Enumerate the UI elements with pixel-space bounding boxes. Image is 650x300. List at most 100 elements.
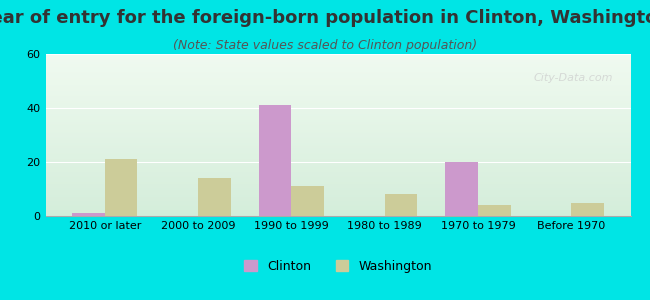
Bar — [46, 109, 630, 111]
Bar — [46, 62, 630, 64]
Bar — [46, 103, 630, 104]
Bar — [46, 164, 630, 166]
Bar — [46, 158, 630, 159]
Bar — [46, 112, 630, 114]
Bar — [385, 194, 417, 216]
Bar — [46, 120, 630, 122]
Bar — [46, 57, 630, 59]
Bar — [46, 205, 630, 206]
Bar — [46, 145, 630, 146]
Bar — [571, 202, 604, 216]
Bar — [46, 195, 630, 196]
Bar — [46, 127, 630, 128]
Bar — [46, 56, 630, 57]
Bar — [46, 169, 630, 171]
Legend: Clinton, Washington: Clinton, Washington — [239, 255, 437, 278]
Bar — [46, 146, 630, 148]
Bar — [46, 201, 630, 203]
Bar — [46, 88, 630, 90]
Bar — [46, 132, 630, 134]
Bar — [46, 203, 630, 205]
Bar — [46, 77, 630, 78]
Bar — [46, 140, 630, 142]
Bar — [46, 153, 630, 154]
Bar — [46, 161, 630, 163]
Bar — [46, 106, 630, 107]
Bar — [46, 93, 630, 94]
Bar — [46, 107, 630, 109]
Bar — [46, 124, 630, 125]
Bar — [46, 111, 630, 112]
Bar — [46, 122, 630, 124]
Bar — [46, 180, 630, 182]
Bar — [46, 85, 630, 86]
Bar — [46, 134, 630, 135]
Text: Year of entry for the foreign-born population in Clinton, Washington: Year of entry for the foreign-born popul… — [0, 9, 650, 27]
Bar — [46, 65, 630, 67]
Bar — [291, 186, 324, 216]
Bar — [46, 135, 630, 136]
Bar — [46, 90, 630, 91]
Bar — [46, 190, 630, 192]
Bar — [46, 184, 630, 185]
Bar — [46, 156, 630, 158]
Bar — [46, 167, 630, 169]
Bar — [46, 69, 630, 70]
Bar — [46, 117, 630, 119]
Bar — [198, 178, 231, 216]
Bar — [46, 138, 630, 140]
Bar — [46, 196, 630, 198]
Bar — [46, 179, 630, 180]
Bar — [46, 209, 630, 211]
Bar — [46, 142, 630, 143]
Bar — [46, 104, 630, 106]
Bar — [46, 187, 630, 188]
Bar — [46, 174, 630, 176]
Bar — [46, 59, 630, 61]
Bar — [46, 119, 630, 120]
Bar — [46, 163, 630, 164]
Bar — [46, 213, 630, 214]
Bar — [46, 99, 630, 101]
Bar — [259, 105, 291, 216]
Bar — [46, 82, 630, 83]
Bar — [46, 171, 630, 172]
Bar — [46, 136, 630, 138]
Bar — [46, 193, 630, 195]
Bar — [46, 64, 630, 65]
Bar — [46, 86, 630, 88]
Bar — [46, 96, 630, 98]
Bar — [46, 70, 630, 72]
Bar — [46, 206, 630, 208]
Bar — [46, 72, 630, 74]
Bar — [46, 177, 630, 179]
Bar — [46, 214, 630, 216]
Bar — [46, 78, 630, 80]
Bar — [46, 116, 630, 117]
Bar — [478, 205, 511, 216]
Bar — [72, 213, 105, 216]
Bar — [46, 200, 630, 201]
Bar — [46, 91, 630, 93]
Bar — [46, 125, 630, 127]
Bar — [46, 151, 630, 153]
Bar — [46, 61, 630, 62]
Bar — [46, 198, 630, 200]
Bar — [46, 101, 630, 103]
Bar — [46, 75, 630, 77]
Bar — [105, 159, 137, 216]
Bar — [46, 172, 630, 174]
Bar — [46, 94, 630, 96]
Bar — [46, 154, 630, 156]
Bar — [46, 185, 630, 187]
Bar — [46, 143, 630, 145]
Text: (Note: State values scaled to Clinton population): (Note: State values scaled to Clinton po… — [173, 39, 477, 52]
Bar — [46, 83, 630, 85]
Bar — [46, 128, 630, 130]
Bar — [46, 176, 630, 177]
Bar — [46, 192, 630, 193]
Bar — [46, 208, 630, 209]
Bar — [46, 74, 630, 75]
Bar — [445, 162, 478, 216]
Bar — [46, 67, 630, 69]
